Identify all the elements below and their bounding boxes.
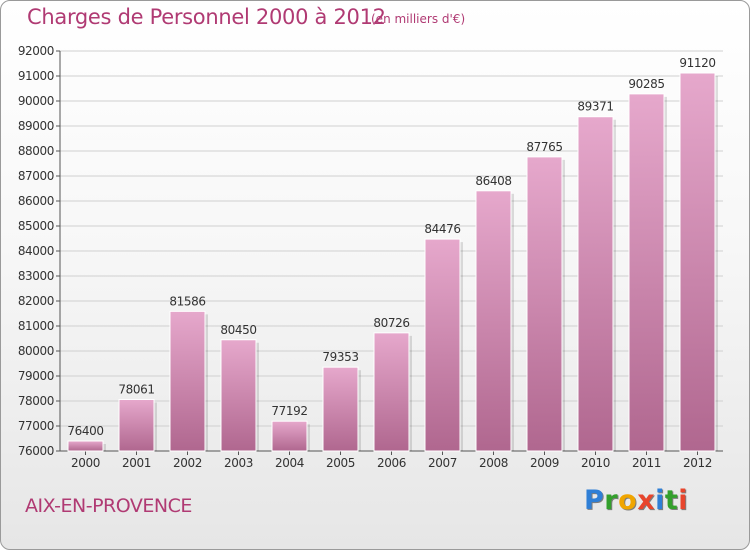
y-tick-label: 86000 xyxy=(18,194,54,208)
bar xyxy=(271,420,308,452)
x-tick-label: 2000 xyxy=(71,456,100,470)
bar xyxy=(577,116,614,452)
chart-subtitle: (en milliers d'€) xyxy=(371,12,466,26)
bar xyxy=(679,72,716,452)
logo-letter: i xyxy=(655,485,665,516)
logo-letter: t xyxy=(664,485,679,516)
logo-letter: o xyxy=(618,485,638,516)
bar xyxy=(373,332,410,452)
y-tick-label: 90000 xyxy=(18,94,54,108)
chart-title: Charges de Personnel 2000 à 2012 xyxy=(27,5,386,29)
bar-value-label: 90285 xyxy=(628,77,664,91)
bar-value-label: 91120 xyxy=(679,56,715,70)
x-tick-label: 2004 xyxy=(275,456,304,470)
bar-value-label: 81586 xyxy=(169,294,205,308)
x-tick-label: 2011 xyxy=(632,456,661,470)
bar xyxy=(67,440,104,452)
logo-letter: i xyxy=(678,485,689,516)
y-tick-label: 84000 xyxy=(18,244,54,258)
bar-value-label: 80726 xyxy=(373,316,409,330)
x-tick-label: 2012 xyxy=(683,456,712,470)
x-tick-label: 2003 xyxy=(224,456,253,470)
bar xyxy=(169,310,206,452)
x-tick-label: 2001 xyxy=(122,456,151,470)
logo-letter: x xyxy=(637,485,656,516)
y-tick-label: 85000 xyxy=(18,219,54,233)
x-tick-label: 2002 xyxy=(173,456,202,470)
bar xyxy=(424,238,461,452)
bar xyxy=(220,339,257,452)
y-tick-label: 76000 xyxy=(18,444,54,458)
bar-value-label: 89371 xyxy=(577,100,613,114)
y-tick-label: 83000 xyxy=(18,269,54,283)
y-tick-label: 91000 xyxy=(18,69,54,83)
y-tick-label: 79000 xyxy=(18,369,54,383)
value-labels: 76400 78061 81586 80450 77192 79353 80726 84476… xyxy=(67,56,716,438)
city-name: AIX-EN-PROVENCE xyxy=(25,495,192,517)
y-tick-label: 80000 xyxy=(18,344,54,358)
logo-letter: P xyxy=(584,485,605,516)
x-tick-label: 2005 xyxy=(326,456,355,470)
bar-value-label: 80450 xyxy=(220,323,256,337)
y-tick-label: 77000 xyxy=(18,419,54,433)
y-tick-label: 92000 xyxy=(18,44,54,58)
bar xyxy=(628,93,665,452)
y-tick-label: 81000 xyxy=(18,319,54,333)
x-tick-label: 2007 xyxy=(428,456,457,470)
y-tick-label: 87000 xyxy=(18,169,54,183)
y-tick-label: 89000 xyxy=(18,119,54,133)
bar-value-label: 77192 xyxy=(271,404,307,418)
x-tick-label: 2006 xyxy=(377,456,406,470)
y-tick-label: 82000 xyxy=(18,294,54,308)
bar xyxy=(526,156,563,452)
x-tick-labels: 2000 2001 2002 2003 2004 2005 2006 2007 2008 2009… xyxy=(71,456,712,470)
bar-value-label: 76400 xyxy=(67,424,103,438)
y-tick-labels: 76000 77000 78000 79000 80000 81000 82000 83000… xyxy=(18,44,55,458)
bar-value-label: 87765 xyxy=(526,140,562,154)
bar-value-label: 79353 xyxy=(322,350,358,364)
bar xyxy=(475,190,512,452)
bar-value-label: 84476 xyxy=(424,222,460,236)
bar xyxy=(118,398,155,452)
y-tick-label: 78000 xyxy=(18,394,54,408)
bar xyxy=(322,366,359,452)
x-tick-label: 2010 xyxy=(581,456,610,470)
bar-value-label: 78061 xyxy=(118,382,154,396)
x-tick-label: 2008 xyxy=(479,456,508,470)
x-tick-label: 2009 xyxy=(530,456,559,470)
logo-letter: r xyxy=(604,485,619,516)
bars xyxy=(67,72,718,452)
y-tick-label: 88000 xyxy=(18,144,54,158)
proxiti-logo[interactable]: Proxiti xyxy=(584,485,688,516)
bar-value-label: 86408 xyxy=(475,174,511,188)
